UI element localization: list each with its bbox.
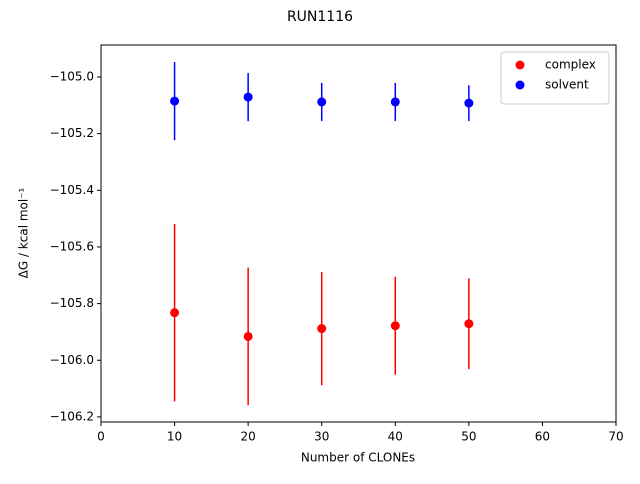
y-tick-label: −105.6 [50,239,94,253]
point [464,319,474,329]
point [317,324,327,334]
point [390,97,400,107]
legend-marker [515,80,525,90]
x-tick-label: 20 [241,430,256,444]
chart-title: RUN1116 [287,9,353,25]
point [170,96,180,106]
x-tick-label: 10 [167,430,182,444]
x-tick-label: 30 [314,430,329,444]
x-tick-label: 60 [535,430,550,444]
legend-marker [515,60,525,70]
y-tick-label: −105.8 [50,296,94,310]
y-tick-label: −106.0 [50,353,94,367]
y-tick-label: −106.2 [50,409,94,423]
point [243,331,253,341]
point [170,308,180,318]
y-axis-label: ΔG / kcal mol⁻¹ [17,187,31,278]
x-tick-label: 40 [388,430,403,444]
y-tick-label: −105.4 [50,183,94,197]
legend-label: solvent [545,78,589,92]
legend-label: complex [545,58,596,72]
legend-box [500,51,610,105]
y-tick-label: −105.2 [50,126,94,140]
point [317,97,327,107]
y-tick-label: −105.0 [50,70,94,84]
point [243,92,253,102]
x-tick-label: 50 [461,430,476,444]
x-tick-label: 70 [608,430,623,444]
point [390,321,400,331]
plot-frame [100,44,617,423]
x-tick-label: 0 [97,430,105,444]
point [464,98,474,108]
x-axis-label: Number of CLONEs [301,451,415,465]
